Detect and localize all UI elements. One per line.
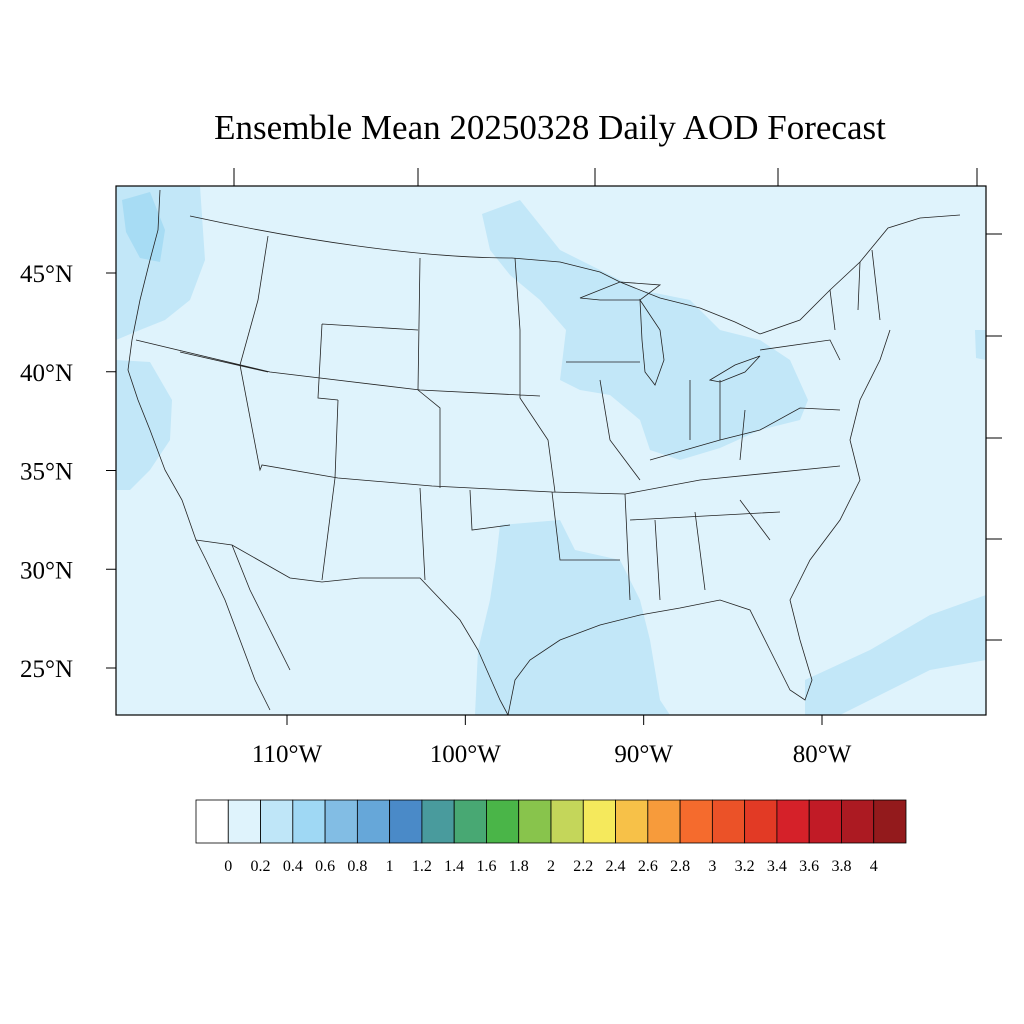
colorbar-swatch (195, 799, 229, 844)
lat-label: 35°N (20, 459, 73, 486)
lat-label: 45°N (20, 261, 73, 288)
lon-label: 100°W (430, 741, 501, 768)
map-panel (116, 186, 986, 715)
aod-contour-areas (116, 186, 986, 715)
colorbar-swatch (421, 799, 455, 844)
lake-erie-outline (708, 355, 761, 383)
state-lines (135, 235, 881, 601)
west-coastline (127, 189, 207, 561)
gulf-coastline (507, 329, 891, 715)
colorbar-label: 3.2 (735, 858, 755, 875)
lake-michigan-outline (639, 298, 665, 386)
longitude-ticks: 110°W 100°W 90°W 80°W (233, 168, 978, 768)
colorbar-label: 2.8 (670, 858, 690, 875)
colorbar-swatch (324, 799, 358, 844)
colorbar-swatch (647, 799, 681, 844)
colorbar-label: 3.6 (799, 858, 819, 875)
colorbar-label: 3.4 (767, 858, 787, 875)
colorbar-label: 1 (386, 858, 394, 875)
colorbar-label: 1.6 (476, 858, 496, 875)
map-title: Ensemble Mean 20250328 Daily AOD Forecas… (214, 108, 886, 147)
colorbar-label: 3 (708, 858, 716, 875)
state-and-country-boundaries (127, 189, 961, 715)
lon-label: 90°W (614, 741, 673, 768)
lat-label: 40°N (20, 360, 73, 387)
aod-area-texas-gulf (475, 520, 670, 715)
colorbar-label: 2.6 (638, 858, 658, 875)
colorbar-swatch (776, 799, 810, 844)
lake-superior-outline (579, 281, 662, 301)
us-mexico-border (195, 539, 509, 715)
colorbar-swatch (356, 799, 391, 844)
colorbar (195, 799, 907, 844)
colorbar-swatch (582, 799, 616, 844)
colorbar-swatch (486, 799, 520, 844)
colorbar-label: 1.2 (412, 858, 432, 875)
colorbar-swatch (615, 799, 649, 844)
colorbar-swatch (260, 799, 294, 844)
colorbar-swatch (873, 799, 907, 844)
colorbar-swatch (518, 799, 552, 844)
colorbar-swatch (679, 799, 713, 844)
colorbar-swatch (550, 799, 584, 844)
colorbar-label: 0.4 (283, 858, 303, 875)
lat-label: 30°N (20, 557, 73, 584)
colorbar-labels: 0 0.2 0.4 0.6 0.8 1 1.2 1.4 1.6 1.8 2 2.2 2.4 2.6 2.8 3… (224, 858, 877, 875)
colorbar-label: 3.8 (831, 858, 851, 875)
colorbar-swatch (389, 799, 423, 844)
aod-area-caribbean-atlantic (805, 595, 986, 715)
colorbar-label: 1.8 (509, 858, 529, 875)
colorbar-label: 0.8 (347, 858, 367, 875)
colorbar-label: 4 (870, 858, 878, 875)
lon-label: 80°W (793, 741, 852, 768)
colorbar-swatch (227, 799, 261, 844)
colorbar-label: 2 (547, 858, 555, 875)
colorbar-label: 0.6 (315, 858, 335, 875)
lon-label: 110°W (252, 741, 323, 768)
baja-peninsula (205, 544, 291, 711)
colorbar-swatch (744, 799, 778, 844)
latitude-ticks: 45°N 40°N 35°N 30°N 25°N (20, 233, 1002, 683)
aod-area-right-edge (975, 330, 986, 360)
colorbar-swatch (808, 799, 842, 844)
colorbar-label: 0 (224, 858, 232, 875)
colorbar-label: 2.2 (573, 858, 593, 875)
us-canada-border (189, 214, 961, 335)
colorbar-label: 2.4 (606, 858, 626, 875)
colorbar-swatch (711, 799, 746, 844)
colorbar-swatch (453, 799, 487, 844)
colorbar-label: 1.4 (444, 858, 464, 875)
colorbar-swatch (841, 799, 875, 844)
colorbar-swatch (292, 799, 326, 844)
map-frame (115, 185, 987, 716)
aod-area-california-coast (116, 360, 172, 490)
colorbar-label: 0.2 (251, 858, 271, 875)
lat-label: 25°N (20, 656, 73, 683)
aod-area-great-lakes-midwest (482, 200, 808, 460)
